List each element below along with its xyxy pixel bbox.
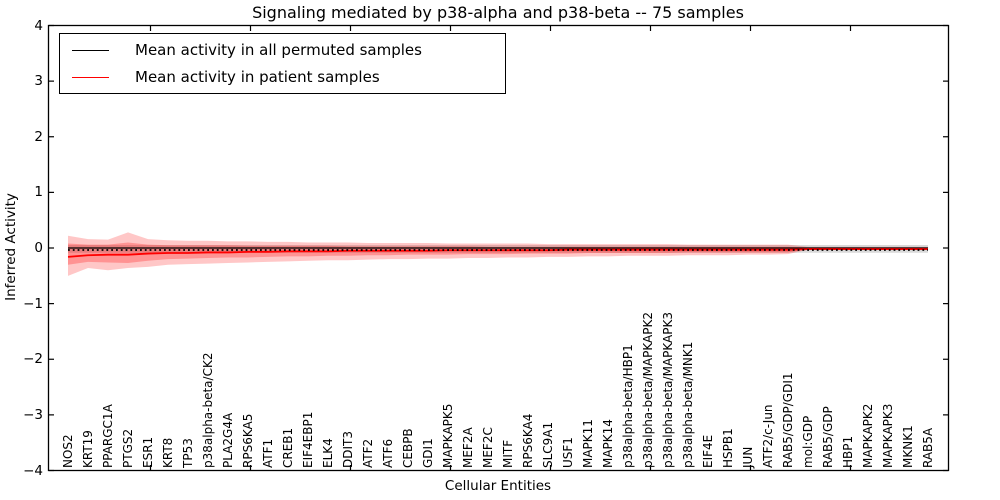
x-tick-label: SLC9A1	[541, 421, 555, 468]
x-tick-label: MAPK14	[601, 419, 615, 468]
x-tick-label: MEF2A	[461, 427, 475, 468]
y-tick-label: −3	[23, 406, 43, 423]
x-tick-label: MITF	[501, 439, 515, 468]
x-tick-label: PLA2G4A	[221, 412, 235, 468]
x-tick-label: RPS6KA5	[241, 413, 255, 468]
y-tick-label: 4	[34, 17, 43, 34]
x-tick-label: ATF2	[361, 438, 375, 468]
x-tick-label: ELK4	[321, 438, 335, 468]
x-tick-label: GDI1	[421, 438, 435, 468]
x-tick-label: EIF4EBP1	[301, 411, 315, 468]
x-tick-label: EIF4E	[701, 434, 715, 468]
x-tick-label: p38alpha-beta/HBP1	[621, 344, 635, 468]
x-tick-label: ATF2/c-Jun	[761, 404, 775, 468]
x-tick-label: HSPB1	[721, 428, 735, 468]
x-tick-label: p38alpha-beta/CK2	[201, 352, 215, 468]
x-axis-title: Cellular Entities	[444, 478, 552, 494]
x-tick-label: p38alpha-beta/MAPKAPK3	[661, 312, 675, 468]
x-tick-label: MAPKAPK2	[861, 403, 875, 468]
x-tick-label: ESR1	[141, 436, 155, 468]
x-tick-label: ATF6	[381, 438, 395, 468]
legend-item-label: Mean activity in patient samples	[135, 68, 380, 86]
x-tick-label: RPS6KA4	[521, 413, 535, 468]
patient-std-band-outer	[68, 232, 928, 276]
x-tick-label: MEF2C	[481, 427, 495, 468]
x-tick-label: p38alpha-beta/MAPKAPK2	[641, 312, 655, 468]
y-tick-label: −1	[23, 295, 43, 312]
x-tick-label: RAB5/GDP	[821, 406, 835, 468]
x-tick-label: mol:GDP	[801, 415, 815, 468]
x-tick-label: CEBPB	[401, 428, 415, 468]
x-tick-label: HBP1	[841, 435, 855, 468]
legend-item-patient: Mean activity in patient samples	[72, 68, 505, 86]
y-tick-label: 3	[34, 73, 43, 90]
x-tick-label: PPARGC1A	[101, 404, 115, 468]
x-tick-label: MKNK1	[901, 425, 915, 468]
x-tick-label: TP53	[181, 438, 195, 468]
axes-frame	[47, 24, 950, 472]
legend: Mean activity in all permuted samples Me…	[59, 33, 506, 94]
legend-item-label: Mean activity in all permuted samples	[135, 41, 422, 59]
x-tick-label: RAB5A	[921, 427, 935, 468]
x-tick-label: MAPKAPK5	[441, 403, 455, 468]
x-tick-label: KRT8	[161, 437, 175, 468]
x-tick-label: USF1	[561, 437, 575, 468]
x-tick-label: NOS2	[61, 434, 75, 468]
permuted-line-swatch-icon	[72, 49, 109, 51]
x-tick-label: ATF1	[261, 438, 275, 468]
y-tick-label: −2	[23, 351, 43, 368]
x-tick-label: RAB5/GDP/GDI1	[781, 372, 795, 468]
x-tick-label: p38alpha-beta/MNK1	[681, 341, 695, 468]
x-tick-label: MAPKAPK3	[881, 403, 895, 468]
x-tick-label: DDIT3	[341, 431, 355, 468]
x-tick-label: MAPK11	[581, 419, 595, 468]
x-tick-label: CREB1	[281, 427, 295, 468]
legend-item-permuted: Mean activity in all permuted samples	[72, 41, 505, 59]
patient-line-swatch-icon	[72, 76, 109, 78]
y-tick-label: 1	[34, 184, 43, 201]
x-tick-label: PTGS2	[121, 428, 135, 468]
y-tick-label: 2	[34, 128, 43, 145]
y-tick-label: −4	[23, 462, 43, 479]
x-tick-label: KRT19	[81, 430, 95, 468]
chart-title: Signaling mediated by p38-alpha and p38-…	[252, 3, 744, 22]
y-tick-label: 0	[34, 240, 43, 256]
x-tick-label: JUN	[741, 446, 755, 468]
